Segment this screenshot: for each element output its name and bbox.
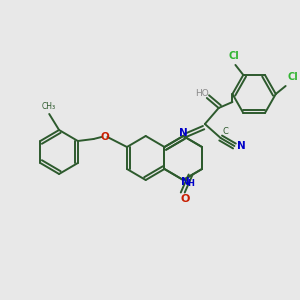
Text: N: N (181, 177, 190, 187)
Text: N: N (179, 128, 188, 138)
Text: O: O (100, 132, 109, 142)
Text: CH₃: CH₃ (41, 102, 55, 111)
Text: C: C (223, 127, 229, 136)
Text: HO: HO (195, 89, 209, 98)
Text: Cl: Cl (228, 51, 239, 61)
Text: N: N (237, 141, 246, 151)
Text: O: O (180, 194, 189, 203)
Text: Cl: Cl (288, 72, 298, 82)
Text: H: H (188, 179, 194, 188)
